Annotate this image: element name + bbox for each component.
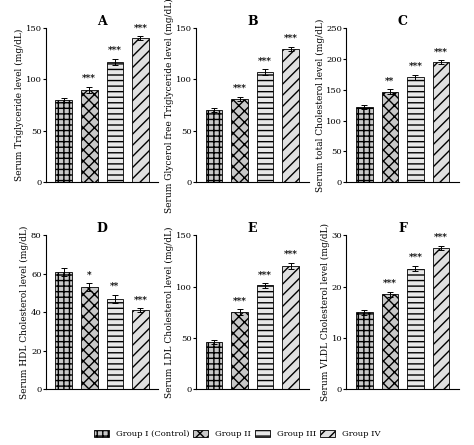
Bar <box>107 299 123 389</box>
Text: ***: *** <box>233 296 246 305</box>
Text: ***: *** <box>134 24 147 32</box>
Text: ***: *** <box>434 233 448 242</box>
Text: ***: *** <box>134 295 147 304</box>
Bar <box>433 62 449 182</box>
Y-axis label: Serum Glycerol free Triglyceride level (mg/dL): Serum Glycerol free Triglyceride level (… <box>165 0 174 213</box>
Title: D: D <box>97 222 108 235</box>
Text: ***: *** <box>434 47 448 56</box>
Text: **: ** <box>385 76 394 85</box>
Bar <box>433 248 449 389</box>
Title: A: A <box>97 15 107 28</box>
Bar <box>407 77 424 182</box>
Bar <box>283 266 299 389</box>
Y-axis label: Serum VLDL Cholesterol level (mg/dL): Serum VLDL Cholesterol level (mg/dL) <box>321 223 330 401</box>
Bar <box>382 92 398 182</box>
Text: ***: *** <box>258 57 272 65</box>
Text: ***: *** <box>409 62 422 71</box>
Text: *: * <box>87 271 91 279</box>
Bar <box>231 99 248 182</box>
Bar <box>206 110 222 182</box>
Title: E: E <box>247 222 257 235</box>
Bar <box>257 286 273 389</box>
Bar <box>55 100 72 182</box>
Text: ***: *** <box>233 84 246 93</box>
Text: ***: *** <box>383 279 397 288</box>
Y-axis label: Serum LDL Cholesterol level (mg/dL): Serum LDL Cholesterol level (mg/dL) <box>165 227 174 398</box>
Title: B: B <box>247 15 258 28</box>
Y-axis label: Serum Triglyceride level (mg/dL): Serum Triglyceride level (mg/dL) <box>15 29 24 182</box>
Y-axis label: Serum HDL Cholesterol level (mg/dL): Serum HDL Cholesterol level (mg/dL) <box>20 226 29 399</box>
Bar <box>356 312 373 389</box>
Bar <box>81 90 98 182</box>
Bar <box>107 62 123 182</box>
Bar <box>257 72 273 182</box>
Text: ***: *** <box>284 250 298 259</box>
Y-axis label: Serum total Cholesterol level (mg/dL): Serum total Cholesterol level (mg/dL) <box>316 19 325 192</box>
Bar <box>55 272 72 389</box>
Text: **: ** <box>110 282 119 291</box>
Text: ***: *** <box>284 34 298 43</box>
Bar <box>382 294 398 389</box>
Bar <box>407 268 424 389</box>
Bar <box>283 49 299 182</box>
Bar <box>132 38 149 182</box>
Text: ***: *** <box>82 74 96 83</box>
Title: F: F <box>398 222 407 235</box>
Legend: Group I (Control), Group II, Group III, Group IV: Group I (Control), Group II, Group III, … <box>91 427 383 441</box>
Title: C: C <box>398 15 408 28</box>
Text: ***: *** <box>258 271 272 279</box>
Bar <box>231 312 248 389</box>
Text: ***: *** <box>409 253 422 262</box>
Bar <box>132 310 149 389</box>
Bar <box>81 287 98 389</box>
Bar <box>206 342 222 389</box>
Bar <box>356 107 373 182</box>
Text: ***: *** <box>108 46 122 55</box>
